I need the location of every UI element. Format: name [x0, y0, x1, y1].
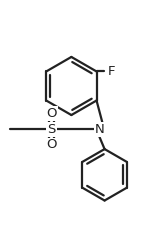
Text: O: O: [46, 138, 57, 151]
Text: O: O: [46, 107, 57, 120]
Text: N: N: [95, 123, 104, 136]
Text: S: S: [47, 123, 56, 136]
Text: F: F: [107, 65, 115, 78]
